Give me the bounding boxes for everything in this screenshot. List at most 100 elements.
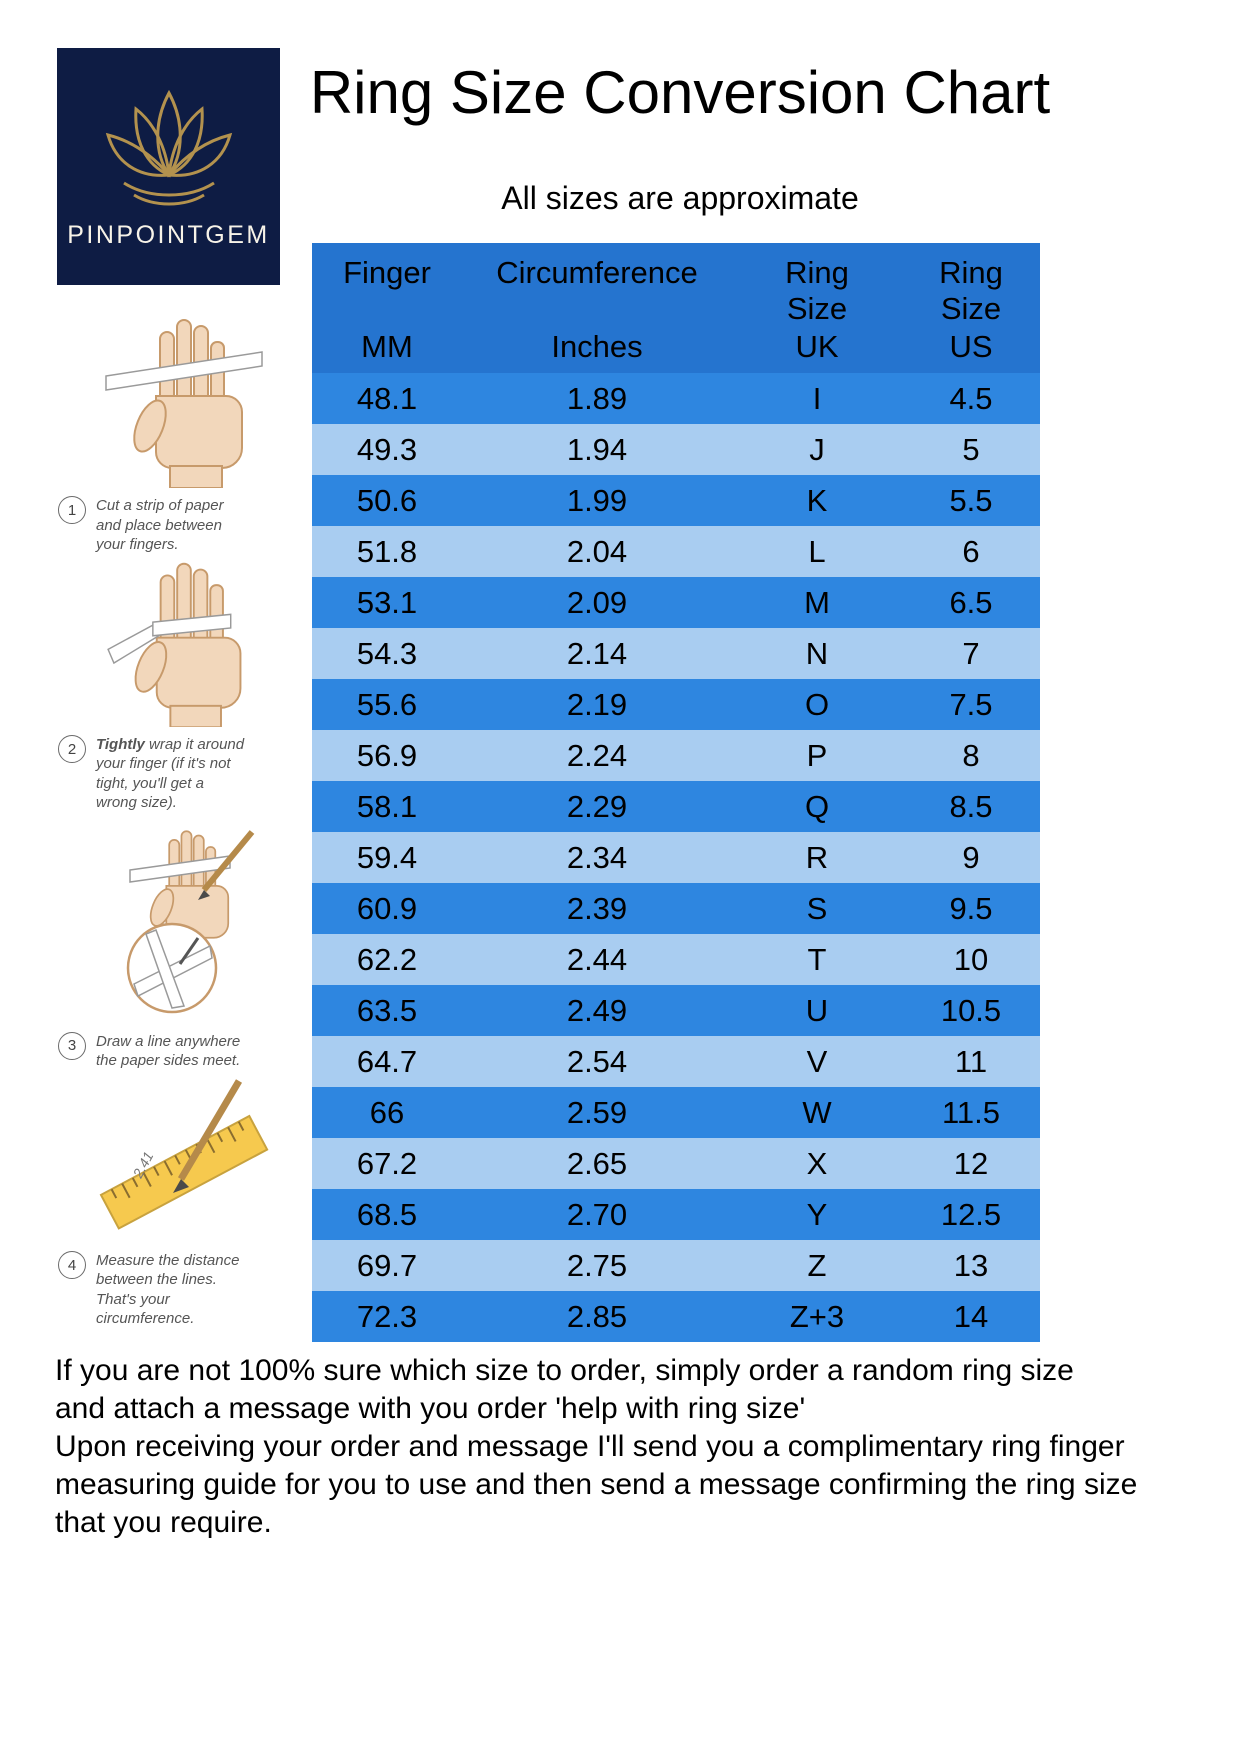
table-cell: 56.9: [356, 737, 418, 773]
step-2-caption: 2 Tightly wrap it around your finger (if…: [58, 735, 310, 812]
table-cell: 14: [953, 1298, 989, 1334]
step-1: 1 Cut a strip of paper and place between…: [58, 296, 310, 554]
table-cell: 2.34: [566, 839, 628, 875]
table-cell: 50.6: [356, 482, 418, 518]
footer-line: If you are not 100% sure which size to o…: [55, 1354, 1074, 1387]
table-cell: 68.5: [356, 1196, 418, 1232]
table-cell: 55.6: [356, 686, 418, 722]
table-cell: 7.5: [949, 686, 993, 722]
table-row: 53.1 2.09 M 6.5: [312, 577, 1040, 628]
footer-line: measuring guide for you to use and then …: [55, 1468, 1138, 1501]
table-cell: 1.94: [566, 431, 628, 467]
table-cell: 12.5: [940, 1196, 1002, 1232]
table-cell: Y: [806, 1196, 828, 1232]
table-cell: S: [806, 890, 828, 926]
step-2: 2 Tightly wrap it around your finger (if…: [58, 554, 310, 812]
step-text: Tightly wrap it around your finger (if i…: [96, 736, 245, 811]
step-4: 2.41 4 Measure the distance between the …: [58, 1070, 310, 1328]
table-cell: Z: [807, 1247, 827, 1283]
table-cell: 66: [369, 1094, 405, 1130]
page-title: Ring Size Conversion Chart: [309, 59, 1051, 126]
header-finger-mm: Finger MM: [312, 243, 462, 373]
table-cell: 2.04: [566, 533, 628, 569]
table-row: 49.3 1.94 J 5: [312, 424, 1040, 475]
table-cell: 2.65: [566, 1145, 628, 1181]
table-cell: 2.39: [566, 890, 628, 926]
page-subtitle: All sizes are approximate: [501, 180, 859, 216]
conversion-table: Finger MM Circumference Inches Ring Size…: [312, 243, 1040, 1342]
table-cell: 11: [954, 1043, 988, 1079]
footer-line: Upon receiving your order and message I'…: [55, 1430, 1125, 1463]
table-row: 69.7 2.75 Z 13: [312, 1240, 1040, 1291]
table-cell: 60.9: [356, 890, 418, 926]
header-bottom-label: UK: [795, 329, 839, 365]
step-number: 2: [58, 735, 86, 764]
header-bottom-label: US: [949, 329, 993, 365]
table-cell: 2.09: [566, 584, 628, 620]
header-bottom-label: MM: [361, 329, 413, 365]
table-row: 64.7 2.54 V 11: [312, 1036, 1040, 1087]
table-row: 59.4 2.34 R 9: [312, 832, 1040, 883]
table-row: 51.8 2.04 L 6: [312, 526, 1040, 577]
table-row: 72.3 2.85 Z+3 14: [312, 1291, 1040, 1342]
table-cell: 2.75: [566, 1247, 628, 1283]
header-bottom-label: Inches: [551, 329, 643, 365]
table-cell: 7: [962, 635, 980, 671]
table-cell: M: [804, 584, 830, 620]
table-row: 58.1 2.29 Q 8.5: [312, 781, 1040, 832]
table-cell: 11.5: [941, 1094, 1001, 1130]
table-cell: J: [809, 431, 825, 467]
table-header: Finger MM Circumference Inches Ring Size…: [312, 243, 1040, 373]
table-cell: 2.54: [566, 1043, 628, 1079]
table-cell: 67.2: [356, 1145, 418, 1181]
table-cell: 2.29: [566, 788, 628, 824]
table-cell: U: [805, 992, 829, 1028]
table-cell: N: [805, 635, 829, 671]
table-row: 48.1 1.89 I 4.5: [312, 373, 1040, 424]
table-cell: 62.2: [356, 941, 418, 977]
header-ring-size-uk: Ring Size UK: [732, 243, 902, 373]
table-cell: V: [806, 1043, 828, 1079]
table-cell: 69.7: [356, 1247, 418, 1283]
table-cell: L: [808, 533, 826, 569]
step-text: Cut a strip of paper and place between y…: [96, 497, 224, 553]
table-cell: 2.44: [566, 941, 628, 977]
header-top-label: Ring Size: [785, 255, 849, 326]
table-cell: 9: [962, 839, 980, 875]
step-1-caption: 1 Cut a strip of paper and place between…: [58, 496, 310, 554]
step-text: Draw a line anywhere the paper sides mee…: [96, 1032, 241, 1069]
table-cell: 4.5: [949, 380, 993, 416]
table-cell: X: [806, 1145, 828, 1181]
table-cell: P: [806, 737, 828, 773]
step-text: Measure the distance between the lines. …: [96, 1252, 240, 1327]
table-cell: 10.5: [940, 992, 1002, 1028]
header-top-label: Circumference: [496, 255, 698, 290]
table-cell: 5: [962, 431, 980, 467]
step-3-caption: 3 Draw a line anywhere the paper sides m…: [58, 1031, 310, 1070]
table-row: 50.6 1.99 K 5.5: [312, 475, 1040, 526]
lotus-icon: [105, 89, 232, 206]
table-cell: K: [806, 482, 828, 518]
table-row: 60.9 2.39 S 9.5: [312, 883, 1040, 934]
table-cell: 63.5: [356, 992, 418, 1028]
table-cell: 2.14: [566, 635, 628, 671]
table-cell: 54.3: [356, 635, 418, 671]
table-body: 48.1 1.89 I 4.5 49.3 1.94 J 5 50.6 1.99 K 5.5 51.8 2.…: [312, 373, 1040, 1342]
step-3: 3 Draw a line anywhere the paper sides m…: [58, 812, 310, 1070]
table-cell: 1.99: [566, 482, 628, 518]
table-cell: 72.3: [356, 1298, 418, 1334]
step-number: 4: [58, 1251, 86, 1280]
table-cell: 2.24: [566, 737, 628, 773]
hand-paper-strip-illustration: [105, 319, 263, 489]
header-circumference-inches: Circumference Inches: [462, 243, 732, 373]
table-row: 56.9 2.24 P 8: [312, 730, 1040, 781]
table-cell: 9.5: [949, 890, 993, 926]
brand-logo: PINPOINTGEM: [57, 48, 280, 285]
table-cell: 5.5: [949, 482, 993, 518]
header-ring-size-us: Ring Size US: [902, 243, 1040, 373]
table-row: 68.5 2.70 Y 12.5: [312, 1189, 1040, 1240]
draw-line-illustration: [126, 829, 255, 1013]
table-cell: 6.5: [949, 584, 993, 620]
table-cell: R: [805, 839, 829, 875]
